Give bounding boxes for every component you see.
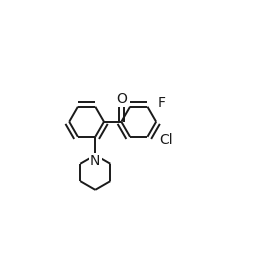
- Text: O: O: [116, 92, 127, 106]
- Text: Cl: Cl: [160, 133, 173, 147]
- Text: F: F: [157, 96, 165, 110]
- Text: N: N: [90, 154, 100, 168]
